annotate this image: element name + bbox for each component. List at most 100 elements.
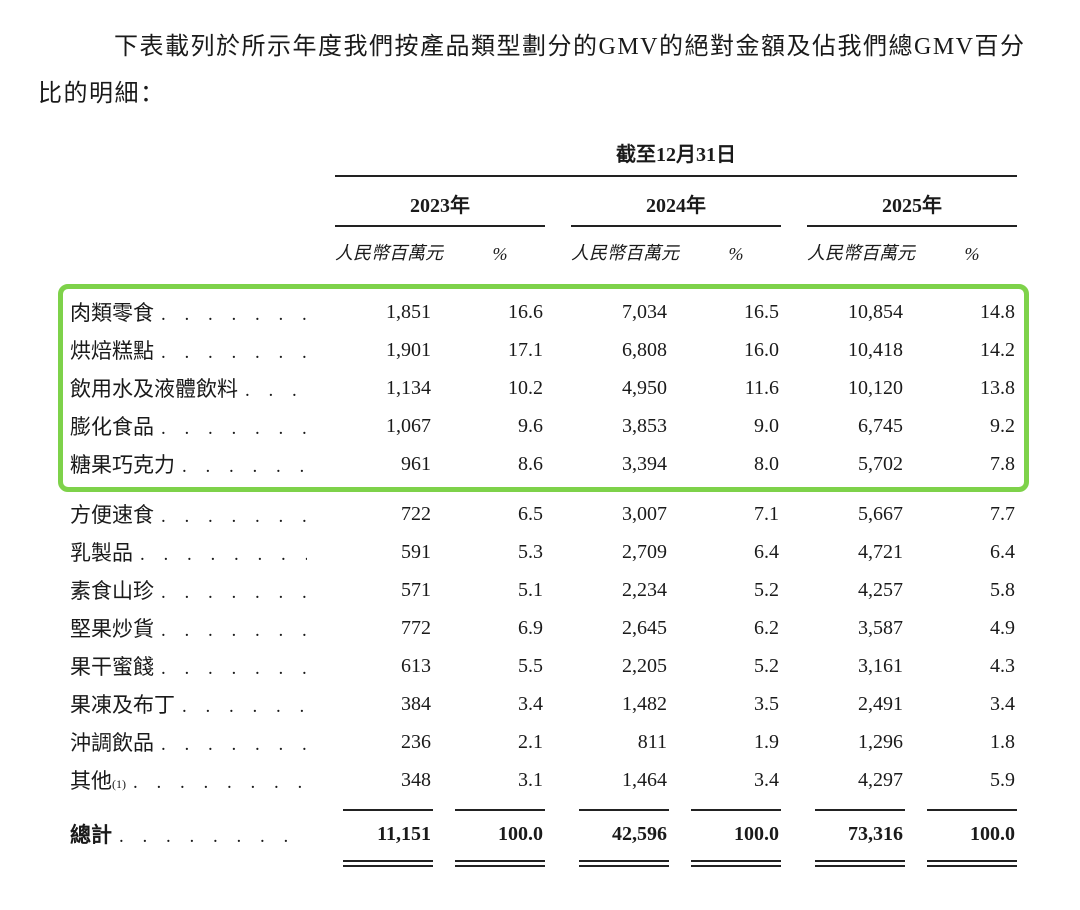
value-cell: 3,007	[622, 502, 667, 525]
value-cell: 16.0	[744, 338, 779, 361]
value-cell: 4,297	[858, 768, 903, 791]
value-cell: 13.8	[980, 376, 1015, 399]
column-gap	[781, 176, 807, 226]
table-row: 素食山珍 . . . . . . . . . . . . . . . . . . …	[70, 571, 1017, 609]
row-label-text: 飲用水及液體飲料	[70, 377, 238, 401]
table-row: 果干蜜餞 . . . . . . . . . . . . . . . . . . …	[70, 647, 1017, 685]
value-cell: 5,702	[858, 452, 903, 475]
column-gap	[781, 445, 807, 483]
table-span-header-row: 截至12月31日	[70, 136, 1017, 177]
row-label-text: 沖調飲品	[70, 731, 154, 755]
column-gap	[545, 609, 571, 647]
value-cell: 3.4	[754, 768, 779, 791]
value-cell: 6,745	[858, 414, 903, 437]
total-separator-line	[455, 809, 545, 811]
year-header-2025: 2025年	[807, 176, 1017, 227]
value-cell: 348	[401, 768, 431, 791]
value-cell: 4,257	[858, 578, 903, 601]
value-cell: 10,120	[848, 376, 903, 399]
value-cell: 2,645	[622, 616, 667, 639]
total-double-underline	[579, 860, 669, 867]
empty-cell	[70, 226, 335, 267]
value-cell: 3,853	[622, 414, 667, 437]
value-cell: 5.2	[754, 654, 779, 677]
column-gap	[545, 723, 571, 761]
row-label: 膨化食品 . . . . . . . . . . . . . . . . . . …	[70, 407, 335, 445]
value-cell: 2,491	[858, 692, 903, 715]
column-gap	[781, 407, 807, 445]
value-cell: 10.2	[508, 376, 543, 399]
total-separator-line	[691, 809, 781, 811]
value-cell: 5,667	[858, 502, 903, 525]
value-cell: 5.9	[990, 768, 1015, 791]
value-cell: 16.5	[744, 300, 779, 323]
total-separator-line	[815, 809, 905, 811]
row-label-text: 肉類零食	[70, 301, 154, 325]
year-header-2024: 2024年	[571, 176, 781, 227]
dot-leader: . . . . . . . . . . . . . . . . . . . . …	[119, 826, 307, 847]
dot-leader: . . . . . . . . . . . . . . . . . . . . …	[182, 456, 307, 477]
dot-leader: . . . . . . . . . . . . . . . . . . . . …	[245, 380, 307, 401]
table-unit-header-row: 人民幣百萬元 % 人民幣百萬元 % 人民幣百萬元 %	[70, 226, 1017, 267]
value-cell: 7,034	[622, 300, 667, 323]
dot-leader: . . . . . . . . . . . . . . . . . . . . …	[161, 418, 307, 439]
header-body-spacer	[70, 267, 1017, 293]
percent-header-2023: %	[492, 244, 508, 264]
gmv-by-product-table: 截至12月31日 2023年 2024年 2025年 人民幣百萬元 % 人民幣百…	[58, 136, 1029, 875]
row-label-text: 堅果炒貨	[70, 617, 154, 641]
value-cell: 1,851	[386, 300, 431, 323]
value-cell: 6,808	[622, 338, 667, 361]
value-cell: 384	[401, 692, 431, 715]
value-cell: 6.4	[990, 540, 1015, 563]
unit-header-2025: 人民幣百萬元	[807, 243, 915, 263]
value-cell: 1,464	[622, 768, 667, 791]
row-label: 果干蜜餞 . . . . . . . . . . . . . . . . . . …	[70, 647, 335, 685]
total-double-underline	[691, 860, 781, 867]
value-cell: 3,394	[622, 452, 667, 475]
column-gap	[781, 533, 807, 571]
total-separator-line	[579, 809, 669, 811]
dot-leader: . . . . . . . . . . . . . . . . . . . . …	[133, 772, 307, 793]
column-gap	[781, 293, 807, 331]
column-gap	[781, 723, 807, 761]
total-separator-line-row	[70, 799, 1017, 811]
column-gap	[545, 811, 571, 857]
row-label-text: 其他	[70, 769, 112, 793]
value-cell: 236	[401, 730, 431, 753]
total-value-cell: 100.0	[970, 822, 1015, 845]
row-label: 烘焙糕點 . . . . . . . . . . . . . . . . . . …	[70, 331, 335, 369]
table-row: 果凍及布丁 . . . . . . . . . . . . . . . . . .…	[70, 685, 1017, 723]
column-gap	[545, 407, 571, 445]
value-cell: 2,709	[622, 540, 667, 563]
column-gap	[545, 533, 571, 571]
table-row: 乳製品 . . . . . . . . . . . . . . . . . . .…	[70, 533, 1017, 571]
column-gap	[781, 331, 807, 369]
dot-leader: . . . . . . . . . . . . . . . . . . . . …	[161, 620, 307, 641]
value-cell: 3.5	[754, 692, 779, 715]
value-cell: 2.1	[518, 730, 543, 753]
row-label-text: 果凍及布丁	[70, 693, 175, 717]
value-cell: 811	[637, 730, 667, 753]
table-row: 烘焙糕點 . . . . . . . . . . . . . . . . . . …	[70, 331, 1017, 369]
column-gap	[545, 495, 571, 533]
row-label: 糖果巧克力 . . . . . . . . . . . . . . . . . .…	[70, 445, 335, 483]
column-gap	[781, 495, 807, 533]
empty-cell	[70, 799, 335, 811]
table-row: 膨化食品 . . . . . . . . . . . . . . . . . . …	[70, 407, 1017, 445]
dot-leader: . . . . . . . . . . . . . . . . . . . . …	[161, 506, 307, 527]
dot-leader: . . . . . . . . . . . . . . . . . . . . …	[161, 658, 307, 679]
table-row: 其他(1). . . . . . . . . . . . . . . . . .…	[70, 761, 1017, 799]
unit-header-2023: 人民幣百萬元	[335, 243, 443, 263]
column-gap	[545, 857, 571, 875]
row-label-text: 烘焙糕點	[70, 339, 154, 363]
value-cell: 4.9	[990, 616, 1015, 639]
value-cell: 6.2	[754, 616, 779, 639]
value-cell: 8.6	[518, 452, 543, 475]
value-cell: 1,482	[622, 692, 667, 715]
value-cell: 2,234	[622, 578, 667, 601]
column-gap	[545, 369, 571, 407]
column-gap	[781, 761, 807, 799]
dot-leader: . . . . . . . . . . . . . . . . . . . . …	[182, 696, 307, 717]
value-cell: 3.1	[518, 768, 543, 791]
row-label: 果凍及布丁 . . . . . . . . . . . . . . . . . .…	[70, 685, 335, 723]
